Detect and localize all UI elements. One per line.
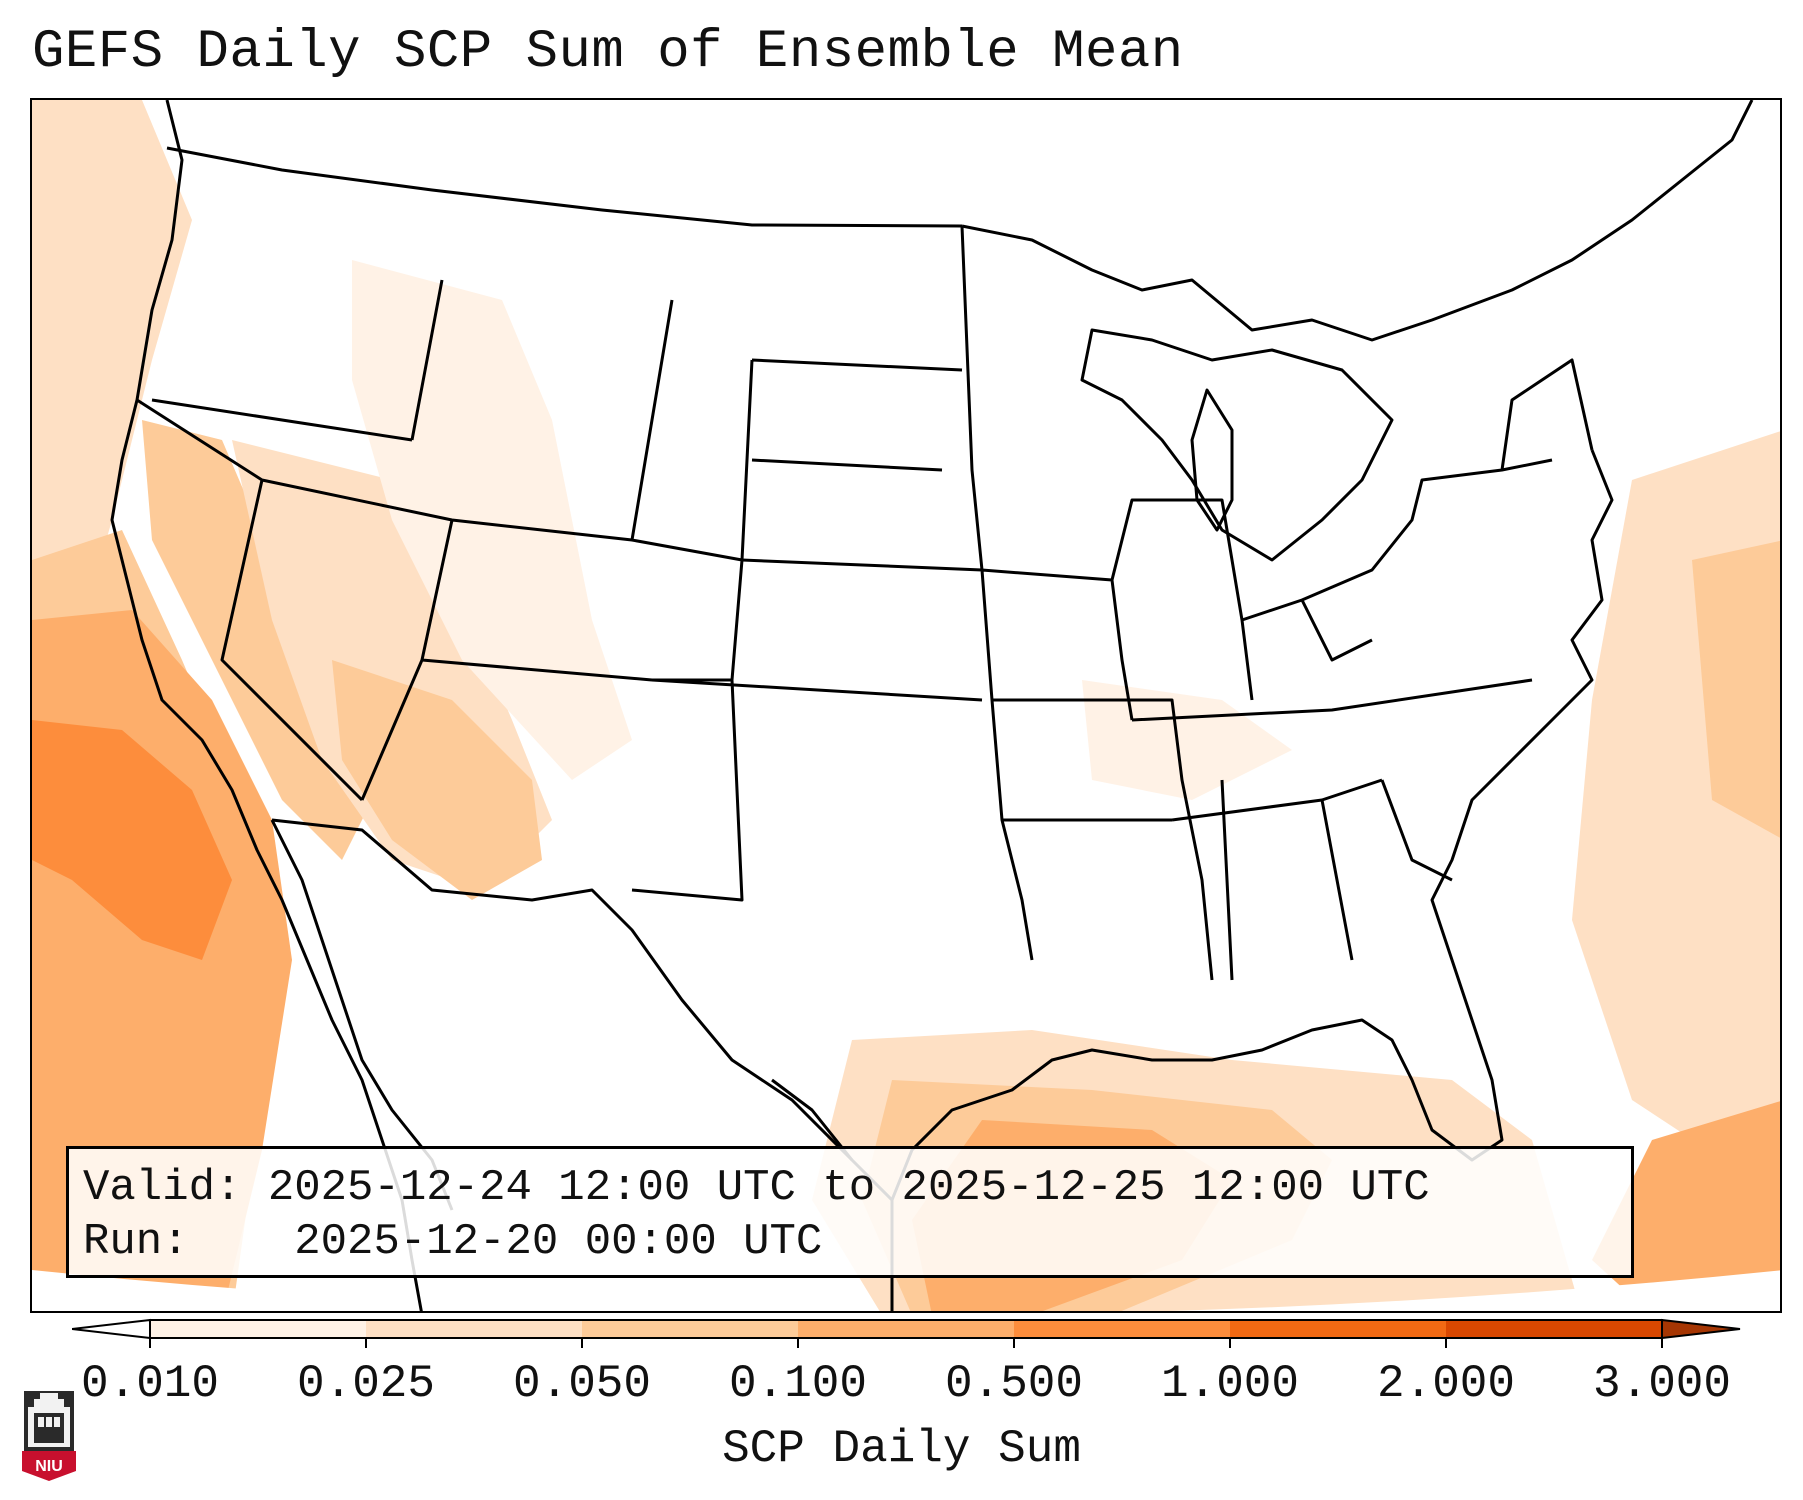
colorbar-extend-low (72, 1318, 151, 1340)
colorbar-segment (582, 1320, 799, 1338)
colorbar-label: SCP Daily Sum (722, 1423, 1081, 1475)
run-label: Run: (83, 1217, 189, 1267)
canada-border-east (961, 100, 1754, 342)
west-coastline (110, 100, 423, 1311)
scp-shade-california (142, 420, 372, 860)
colorbar-segment (150, 1320, 367, 1338)
state-lines-east (1110, 358, 1594, 981)
map-panel (30, 98, 1782, 1313)
valid-value: 2025-12-24 12:00 UTC to 2025-12-25 12:00… (267, 1163, 1430, 1213)
colorbar (72, 1318, 1741, 1348)
run-value: 2025-12-20 00:00 UTC (294, 1217, 823, 1267)
colorbar-segment (1446, 1320, 1663, 1338)
scp-field (32, 100, 1780, 1311)
colorbar-tick-label: 2.000 (1376, 1358, 1516, 1410)
colorbar-tick-label: 1.000 (1160, 1358, 1300, 1410)
state-lines-central (741, 225, 1533, 981)
lake-michigan (1190, 388, 1234, 532)
mexico-border (271, 818, 854, 1162)
scp-shade-atlantic-mid (1692, 540, 1780, 838)
logo-text: NIU (35, 1458, 63, 1475)
state-lines-west (136, 279, 983, 902)
canada-border-west (166, 146, 963, 228)
valid-label: Valid: (83, 1163, 242, 1213)
colorbar-tick-label: 0.010 (80, 1358, 220, 1410)
colorbar-tick-label: 0.050 (512, 1358, 652, 1410)
boundaries (110, 100, 1754, 1311)
scp-shade-tennessee (1082, 680, 1292, 800)
colorbar-outline (149, 1319, 1663, 1339)
colorbar-segment (798, 1320, 1015, 1338)
colorbar-segment (1230, 1320, 1447, 1338)
map-svg (32, 100, 1780, 1311)
chart-title: GEFS Daily SCP Sum of Ensemble Mean (32, 22, 1184, 83)
domain-edge-bottom (32, 1270, 1780, 1311)
colorbar-tick-label: 0.025 (296, 1358, 436, 1410)
colorbar-tick-label: 0.100 (728, 1358, 868, 1410)
colorbar-tick-label: 0.500 (944, 1358, 1084, 1410)
validity-info-box: Valid: 2025-12-24 12:00 UTC to 2025-12-2… (66, 1146, 1634, 1278)
niu-logo: NIU (22, 1391, 76, 1481)
colorbar-segment (1014, 1320, 1231, 1338)
great-lakes-outline (1080, 328, 1394, 562)
scp-shade-southwest (332, 660, 542, 900)
colorbar-extend-high (1661, 1318, 1741, 1340)
scp-shade-atlantic-south (1592, 1101, 1780, 1311)
colorbar-tick-label: 3.000 (1592, 1358, 1732, 1410)
colorbar-segment (366, 1320, 583, 1338)
scp-shade-pacific-strong (32, 720, 232, 960)
east-coastline (890, 449, 1614, 1311)
